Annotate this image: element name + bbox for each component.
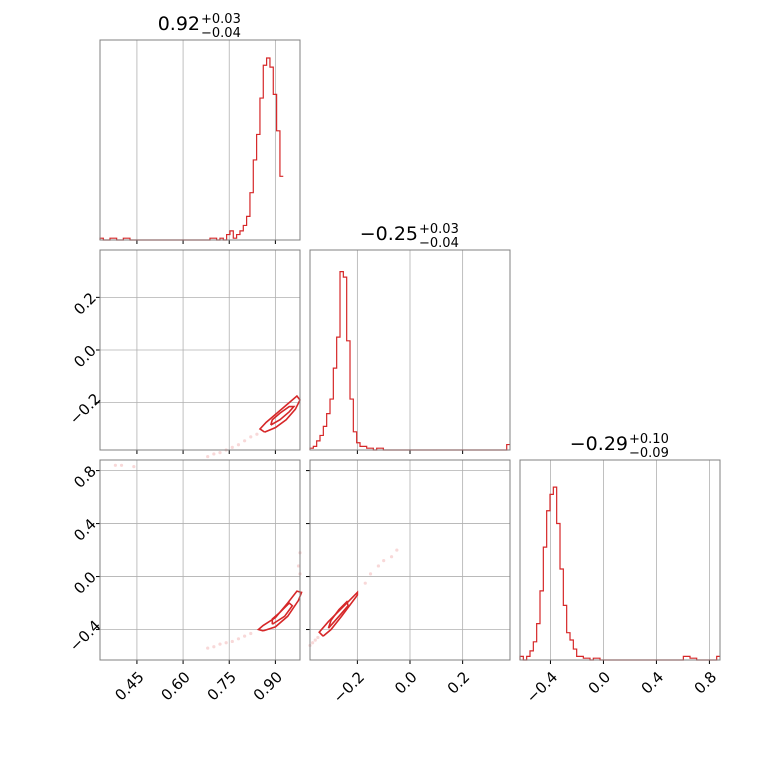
x-tick-label-param-1: 0.0	[391, 668, 421, 698]
sample-point	[206, 454, 210, 459]
title-param-2-median: −0.29	[570, 433, 628, 455]
panel-frame	[99, 249, 301, 451]
sample-point	[249, 435, 253, 439]
panel-frame	[519, 459, 721, 661]
joint-panel-param-1-vs-2	[306, 459, 511, 664]
title-param-2-minus: −0.09	[629, 446, 669, 461]
x-tick-label-param-0: 0.75	[204, 668, 240, 704]
x-tick-label-param-2: −0.4	[523, 668, 561, 706]
gridlines	[100, 460, 300, 660]
title-param-1: −0.25 +0.03 −0.04	[360, 222, 459, 251]
gridlines	[356, 250, 464, 450]
y-tick-label-param-2: 0.0	[70, 568, 100, 598]
title-param-0-median: 0.92	[158, 13, 200, 35]
sample-point	[212, 452, 216, 456]
joint-panel-param-0-vs-2	[96, 459, 303, 664]
contour-level-0	[258, 394, 301, 433]
x-tick-label-param-2: 0.4	[638, 668, 668, 698]
sample-point	[224, 641, 228, 645]
sample-point	[230, 639, 234, 644]
sample-point	[113, 463, 117, 467]
sample-point	[376, 564, 381, 568]
sample-point	[249, 631, 253, 636]
sample-point	[243, 439, 247, 443]
hist-panel-param-1	[309, 249, 511, 454]
hist-panel-param-2	[519, 459, 721, 664]
sample-point	[230, 445, 234, 449]
title-param-0-minus: −0.04	[201, 26, 241, 41]
tick-marks	[96, 470, 276, 664]
tick-labels: 0.45 0.60 0.75 0.90 −0.2 0.0 0.2 −0.4 0.0 0.4 0.8 −…	[66, 289, 720, 707]
tick-marks	[549, 660, 710, 664]
gridlines	[100, 250, 300, 450]
x-tick-label-param-1: 0.2	[444, 668, 474, 698]
y-tick-label-param-2: −0.4	[66, 617, 104, 655]
tick-marks	[96, 296, 276, 454]
sample-point	[363, 581, 367, 585]
x-tick-label-param-2: 0.8	[691, 668, 721, 698]
sample-point	[206, 646, 210, 650]
title-param-1-median: −0.25	[360, 223, 418, 245]
sample-point	[218, 451, 222, 455]
sample-point	[382, 559, 386, 563]
tick-marks	[356, 450, 464, 454]
x-tick-label-param-2: 0.0	[585, 668, 615, 698]
sample-point	[368, 572, 373, 576]
y-tick-label-param-1: 0.2	[70, 289, 100, 319]
sample-point	[395, 548, 399, 552]
gridlines	[550, 460, 710, 660]
x-tick-label-param-0: 0.90	[250, 668, 286, 704]
panel-frame	[99, 39, 301, 241]
sample-point	[132, 465, 136, 469]
panel-frame	[309, 249, 511, 451]
sample-point	[316, 635, 320, 640]
tick-marks	[136, 240, 276, 244]
contour-level-0	[318, 590, 359, 637]
sample-point	[236, 637, 241, 641]
x-tick-label-param-0: 0.60	[157, 668, 193, 704]
tick-marks	[306, 470, 464, 664]
histogram-line-param-0	[99, 57, 284, 241]
contour-level-1	[270, 405, 296, 426]
panel-frame	[309, 459, 511, 661]
panel-frame	[99, 459, 301, 661]
sample-point	[218, 642, 222, 646]
sample-point	[236, 443, 241, 447]
title-param-2-plus: +0.10	[629, 432, 669, 447]
sample-point	[255, 432, 259, 436]
y-tick-label-param-2: 0.8	[70, 462, 100, 492]
sample-point	[296, 564, 301, 568]
title-param-1-plus: +0.03	[419, 222, 459, 237]
contour-level-0	[256, 590, 303, 632]
contour-level-1	[327, 600, 350, 629]
sample-point	[313, 638, 317, 642]
sample-point	[389, 555, 394, 559]
y-tick-label-param-2: 0.4	[70, 515, 100, 545]
sample-point	[311, 641, 315, 645]
title-param-1-minus: −0.04	[419, 236, 459, 251]
y-tick-label-param-1: −0.2	[66, 390, 104, 428]
histogram-line-param-2	[519, 486, 720, 661]
sample-point	[243, 634, 247, 638]
x-tick-label-param-0: 0.45	[111, 668, 147, 704]
sample-point	[212, 645, 216, 649]
x-tick-label-param-1: −0.2	[330, 668, 368, 706]
sample-point	[119, 463, 124, 467]
hist-panel-param-0	[99, 39, 301, 244]
gridlines	[310, 460, 510, 660]
y-tick-label-param-1: 0.0	[70, 342, 100, 372]
title-param-0-plus: +0.03	[201, 12, 241, 27]
gridlines	[136, 40, 276, 240]
title-param-2: −0.29 +0.10 −0.09	[570, 432, 669, 461]
contour-level-1	[271, 601, 294, 625]
title-param-0: 0.92 +0.03 −0.04	[158, 12, 241, 41]
joint-panel-param-0-vs-1	[96, 249, 301, 459]
